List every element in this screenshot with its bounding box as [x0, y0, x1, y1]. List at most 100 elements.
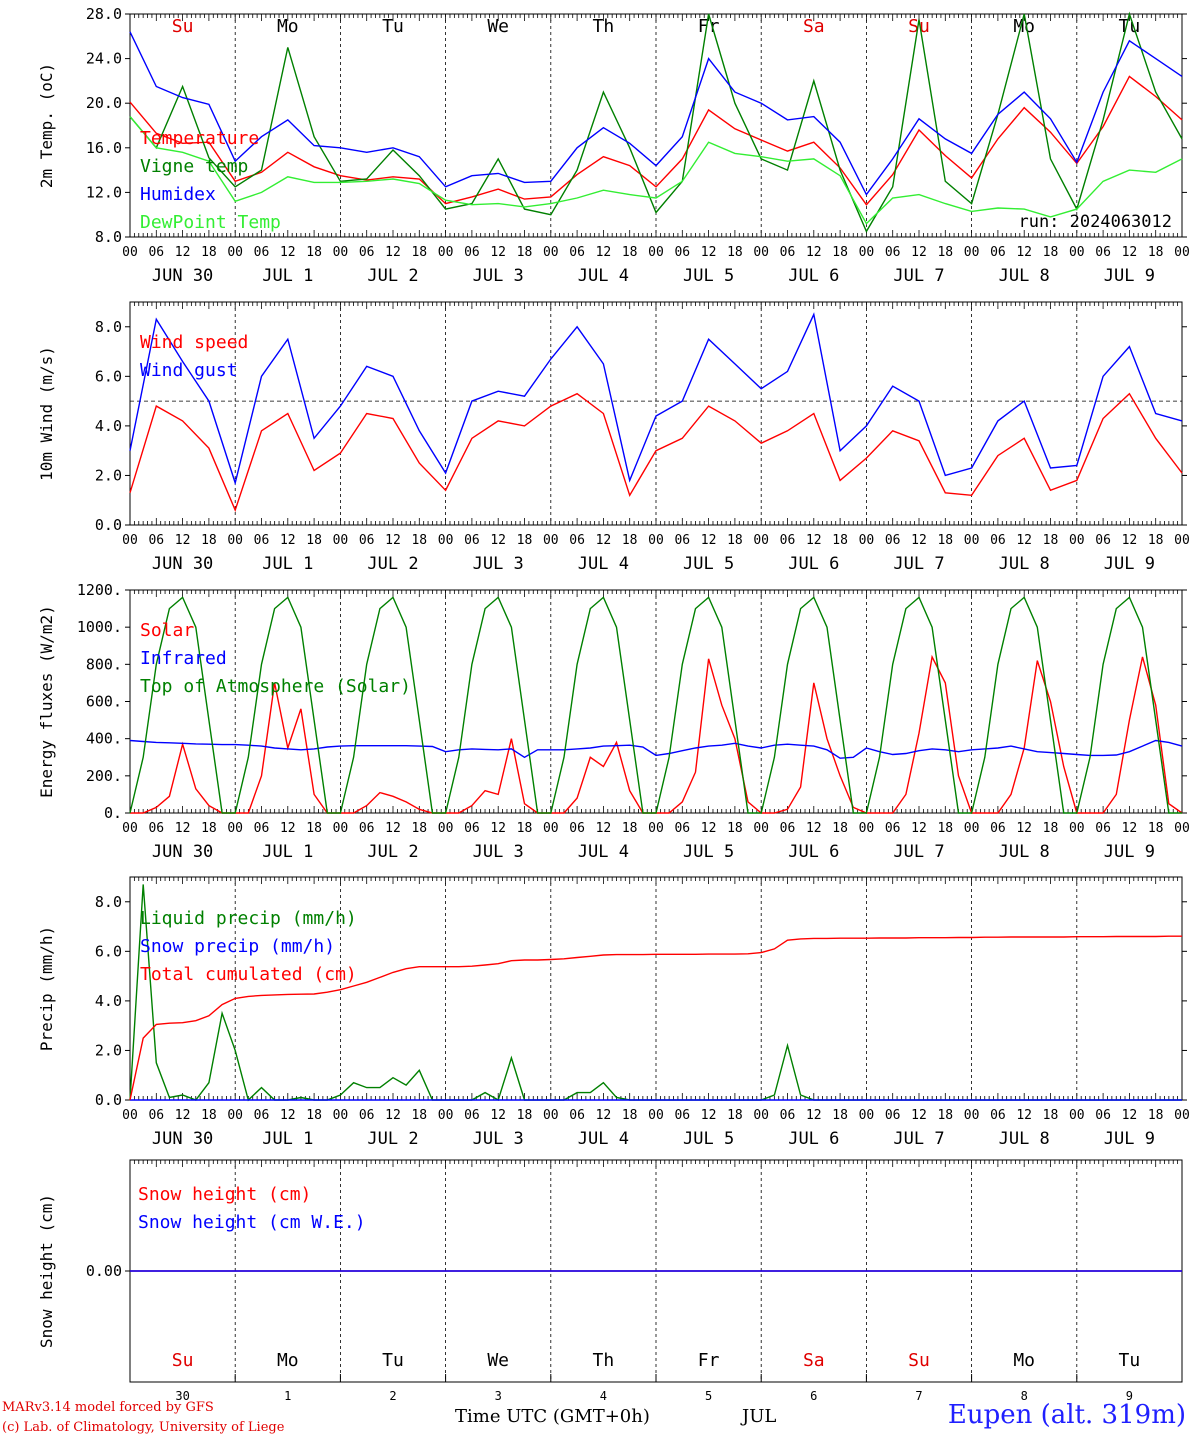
date-label: JUL 5	[683, 1129, 734, 1149]
y-tick-label: 8.0	[95, 318, 122, 336]
hour-tick-label: 18	[411, 245, 427, 260]
hour-tick-label: 00	[753, 1108, 769, 1123]
date-label: JUL 6	[788, 842, 839, 862]
hour-tick-label: 12	[1122, 245, 1138, 260]
hour-tick-label: 00	[1069, 821, 1085, 836]
y-tick-label: 4.0	[95, 417, 122, 435]
hour-tick-label: 00	[333, 1108, 349, 1123]
hour-tick-label: 06	[885, 533, 901, 548]
weekday-label: Mo	[1013, 16, 1035, 37]
hour-tick-label: 12	[701, 245, 717, 260]
hour-tick-label: 06	[464, 1108, 480, 1123]
plot-frame	[129, 589, 1183, 814]
date-label: JUL 2	[367, 842, 418, 862]
hour-tick-label: 00	[753, 533, 769, 548]
hour-tick-label: 06	[1095, 533, 1111, 548]
hour-tick-label: 06	[464, 821, 480, 836]
hour-tick-label: 12	[175, 245, 191, 260]
hour-tick-label: 12	[1122, 533, 1138, 548]
hour-tick-label: 00	[648, 1108, 664, 1123]
hour-tick-label: 00	[964, 821, 980, 836]
hour-tick-label: 12	[280, 821, 296, 836]
hour-tick-label: 12	[596, 533, 612, 548]
date-label: JUL 9	[1104, 266, 1155, 286]
y-tick-label: 800.	[86, 655, 122, 673]
hour-tick-label: 00	[227, 533, 243, 548]
hour-tick-label: 00	[122, 821, 138, 836]
hour-tick-label: 00	[122, 245, 138, 260]
hour-tick-label: 00	[333, 245, 349, 260]
hour-tick-label: 00	[1174, 1108, 1190, 1123]
series-line	[129, 596, 1182, 814]
hour-tick-label: 12	[280, 1108, 296, 1123]
hour-tick-label: 12	[1016, 1108, 1032, 1123]
hour-tick-label: 18	[1043, 1108, 1059, 1123]
date-label: JUL 2	[367, 266, 418, 286]
hour-tick-label: 00	[1069, 1108, 1085, 1123]
day-number: 5	[705, 1389, 712, 1400]
weekday-label: Sa	[803, 1350, 825, 1371]
hour-tick-label: 06	[464, 245, 480, 260]
hour-tick-label: 06	[148, 821, 164, 836]
hour-tick-label: 18	[832, 533, 848, 548]
y-tick-label: 0.0	[95, 516, 122, 534]
series-line	[129, 312, 1183, 486]
hour-tick-label: 00	[1174, 533, 1190, 548]
hour-tick-label: 12	[175, 821, 191, 836]
legend-entry: Wind gust	[140, 360, 238, 381]
weekday-label: Fr	[698, 16, 720, 37]
chart-panel-2: 0.0 2.0 4.0 6.0 8.0 10m Wind (m/s) Wind speed W…	[37, 301, 1190, 574]
date-label: JUN 30	[152, 266, 213, 286]
hour-tick-label: 12	[1016, 821, 1032, 836]
hour-tick-label: 12	[806, 1108, 822, 1123]
hour-tick-label: 12	[490, 821, 506, 836]
hour-tick-label: 06	[569, 821, 585, 836]
y-tick-label: 0.00	[86, 1262, 122, 1280]
hour-tick-label: 18	[622, 1108, 638, 1123]
series-line	[129, 31, 1183, 196]
month-label: JUL	[742, 1406, 777, 1427]
hour-tick-label: 06	[569, 1108, 585, 1123]
hour-tick-label: 18	[832, 245, 848, 260]
hour-tick-label: 06	[885, 245, 901, 260]
hour-tick-label: 18	[201, 533, 217, 548]
date-label: JUL 1	[262, 1129, 313, 1149]
date-label: JUL 8	[999, 266, 1050, 286]
hour-tick-label: 00	[964, 1108, 980, 1123]
hour-tick-label: 18	[1043, 533, 1059, 548]
weekday-label: Th	[593, 1350, 615, 1371]
hour-tick-label: 18	[1043, 821, 1059, 836]
date-label: JUL 1	[262, 554, 313, 574]
hour-tick-label: 06	[674, 533, 690, 548]
hour-tick-label: 06	[359, 533, 375, 548]
y-tick-label: 8.0	[95, 893, 122, 911]
date-label: JUL 5	[683, 266, 734, 286]
date-label: JUL 7	[893, 554, 944, 574]
hour-tick-label: 18	[517, 821, 533, 836]
hour-tick-label: 00	[227, 245, 243, 260]
hour-tick-label: 18	[201, 821, 217, 836]
hour-tick-label: 18	[727, 245, 743, 260]
hour-tick-label: 00	[333, 533, 349, 548]
legend-entry: Vigne temp	[140, 156, 248, 177]
hour-tick-label: 18	[1148, 245, 1164, 260]
hour-tick-label: 06	[359, 821, 375, 836]
hour-tick-label: 12	[1016, 533, 1032, 548]
y-tick-label: 0.0	[95, 1091, 122, 1109]
legend-entry: Solar	[140, 620, 194, 641]
hour-tick-label: 12	[701, 533, 717, 548]
time-axis-label: Time UTC (GMT+0h)	[455, 1406, 650, 1427]
station-name: Eupen (alt. 319m)	[947, 1400, 1186, 1430]
y-tick-label: 600.	[86, 693, 122, 711]
hour-tick-label: 12	[280, 245, 296, 260]
hour-tick-label: 00	[543, 533, 559, 548]
y-tick-label: 24.0	[86, 50, 122, 68]
hour-tick-label: 00	[648, 245, 664, 260]
hour-tick-label: 00	[1069, 245, 1085, 260]
y-tick-label: 2.0	[95, 1041, 122, 1059]
hour-tick-label: 18	[411, 1108, 427, 1123]
hour-tick-label: 18	[1148, 1108, 1164, 1123]
legend-entry: Snow height (cm)	[138, 1184, 311, 1205]
hour-tick-label: 12	[280, 533, 296, 548]
